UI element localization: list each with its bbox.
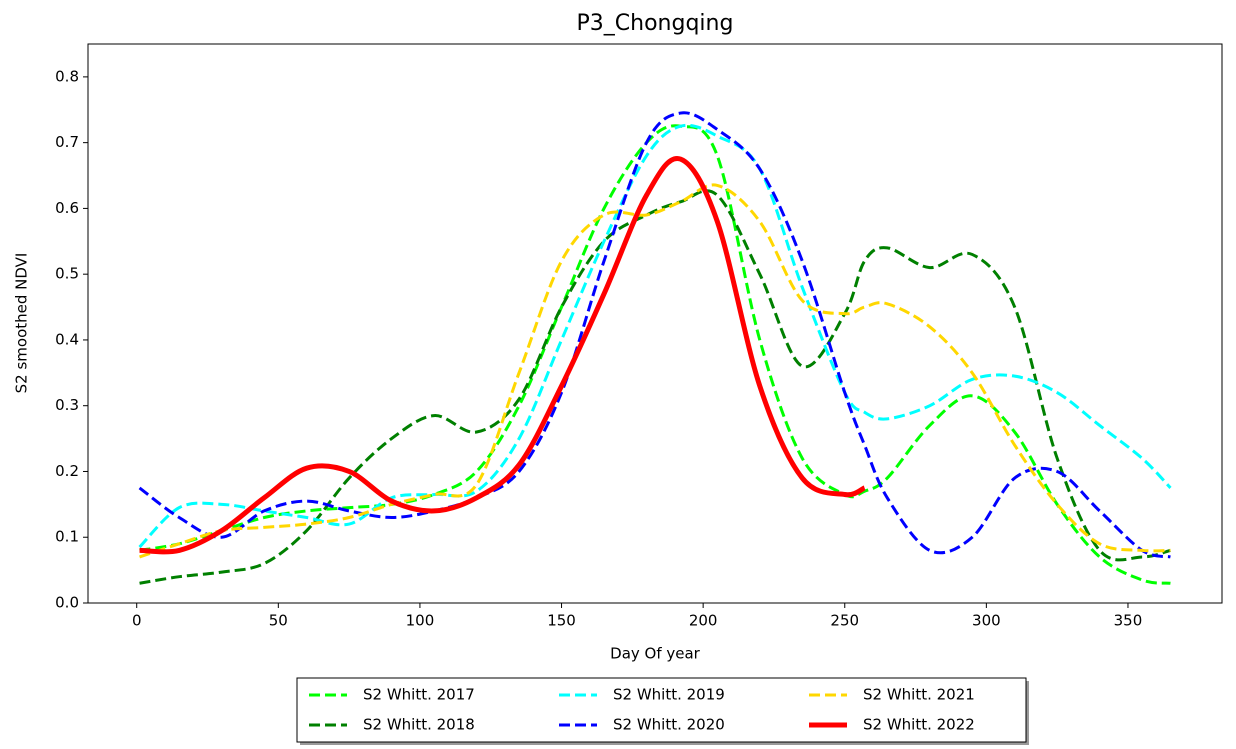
y-tick-label: 0.5: [55, 265, 79, 283]
legend-label: S2 Whitt. 2018: [363, 716, 475, 734]
x-tick-label: 250: [830, 612, 859, 630]
y-tick-label: 0.0: [55, 594, 79, 612]
legend-box: [296, 677, 1027, 743]
y-tick-label: 0.6: [55, 199, 79, 217]
series-line: [138, 111, 1171, 559]
series-line: [139, 183, 1171, 559]
x-tick-label: 0: [132, 612, 142, 630]
series-line: [139, 124, 1171, 585]
y-tick-label: 0.4: [55, 330, 79, 348]
x-tick-label: 150: [547, 612, 576, 630]
y-tick-label: 0.1: [55, 528, 79, 546]
chart-title: P3_Chongqing: [577, 11, 734, 36]
x-axis-label: Day Of year: [610, 645, 701, 663]
x-tick-label: 100: [406, 612, 435, 630]
legend-label: S2 Whitt. 2020: [613, 716, 725, 734]
y-tick-label: 0.7: [55, 133, 79, 151]
x-tick-label: 300: [972, 612, 1001, 630]
legend-label: S2 Whitt. 2021: [863, 686, 975, 704]
plot-frame: [87, 43, 1223, 604]
series-line: [139, 189, 1171, 585]
series-line: [138, 123, 1172, 549]
x-tick-label: 350: [1114, 612, 1143, 630]
x-tick-label: 200: [689, 612, 718, 630]
legend-label: S2 Whitt. 2019: [613, 686, 725, 704]
y-tick-label: 0.3: [55, 396, 79, 414]
legend-label: S2 Whitt. 2022: [863, 716, 975, 734]
series-line: [139, 155, 866, 555]
y-axis-label: S2 smoothed NDVI: [13, 253, 31, 394]
y-tick-label: 0.8: [55, 67, 79, 85]
x-tick-label: 50: [269, 612, 288, 630]
y-tick-label: 0.2: [55, 462, 79, 480]
legend-label: S2 Whitt. 2017: [363, 686, 475, 704]
